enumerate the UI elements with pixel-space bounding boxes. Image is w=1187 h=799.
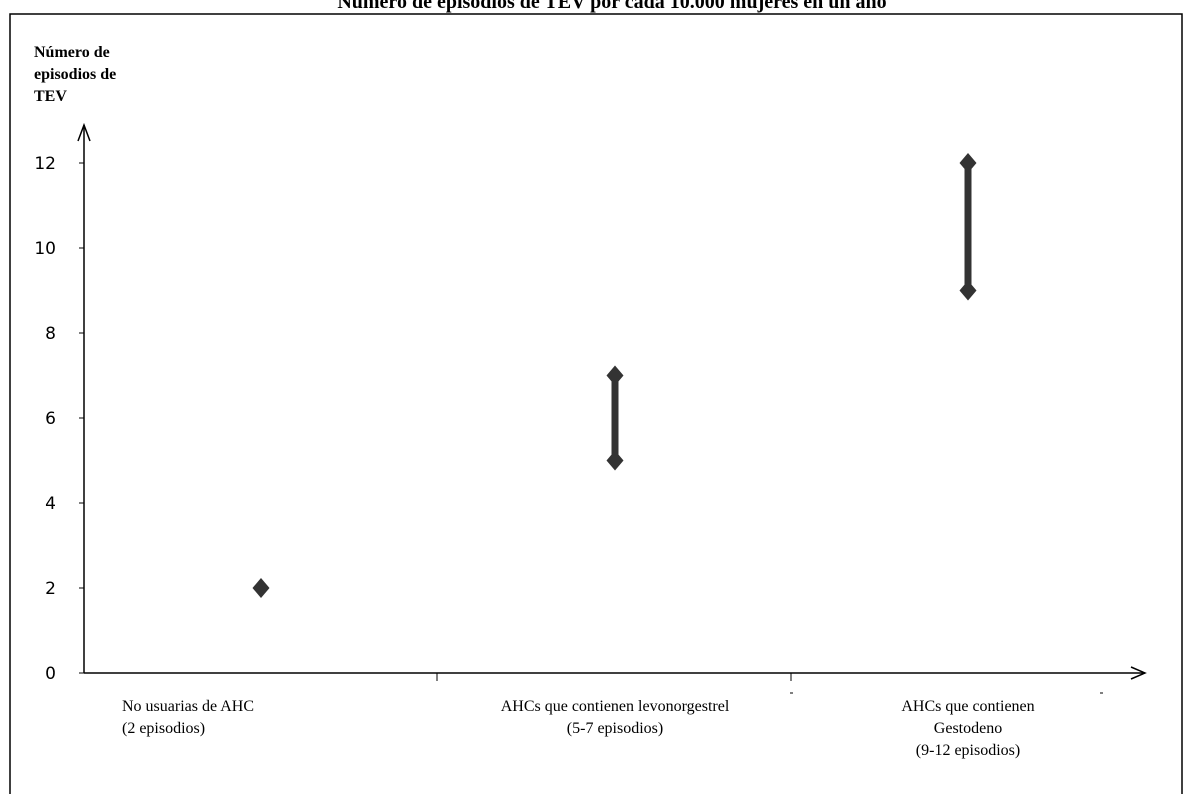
y-axis-arrow <box>77 122 91 142</box>
low-marker <box>252 578 270 598</box>
high-marker <box>606 365 624 386</box>
chart-title: Número de episodios de TEV por cada 10.0… <box>337 0 886 13</box>
y-axis-label-line: TEV <box>34 88 67 105</box>
x-category-labels: No usuarias de AHC (2 episodios) AHCs que … <box>122 698 1035 759</box>
y-tick-label: 2 <box>45 579 56 599</box>
y-tick-labels: 0 2 4 6 8 10 12 <box>34 154 84 684</box>
y-tick-label: 6 <box>45 409 56 429</box>
data-marks <box>252 153 977 598</box>
x-category-label: (9-12 episodios) <box>916 742 1020 759</box>
x-category-label: No usuarias de AHC <box>122 698 254 715</box>
x-axis-arrow <box>1130 666 1147 680</box>
x-category-label: (2 episodios) <box>122 720 205 737</box>
low-marker <box>606 450 624 471</box>
chart-frame <box>9 13 1183 799</box>
x-category-label: AHCs que contienen <box>901 698 1034 715</box>
y-axis-label-line: Número de <box>34 44 110 61</box>
low-marker <box>959 280 977 301</box>
x-category-label: AHCs que contienen levonorgestrel <box>501 698 730 715</box>
y-tick-label: 8 <box>45 324 56 344</box>
y-tick-label: 10 <box>34 239 56 259</box>
y-tick-label: 12 <box>34 154 56 174</box>
y-axis-label-line: episodios de <box>34 66 116 83</box>
y-tick-label: 4 <box>45 494 56 514</box>
axes <box>77 122 1147 694</box>
y-tick-label: 0 <box>45 664 56 684</box>
high-marker <box>959 153 977 173</box>
x-category-label: Gestodeno <box>934 720 1002 737</box>
y-axis-label: Número de episodios de TEV <box>34 44 116 105</box>
x-category-label: (5-7 episodios) <box>567 720 663 737</box>
